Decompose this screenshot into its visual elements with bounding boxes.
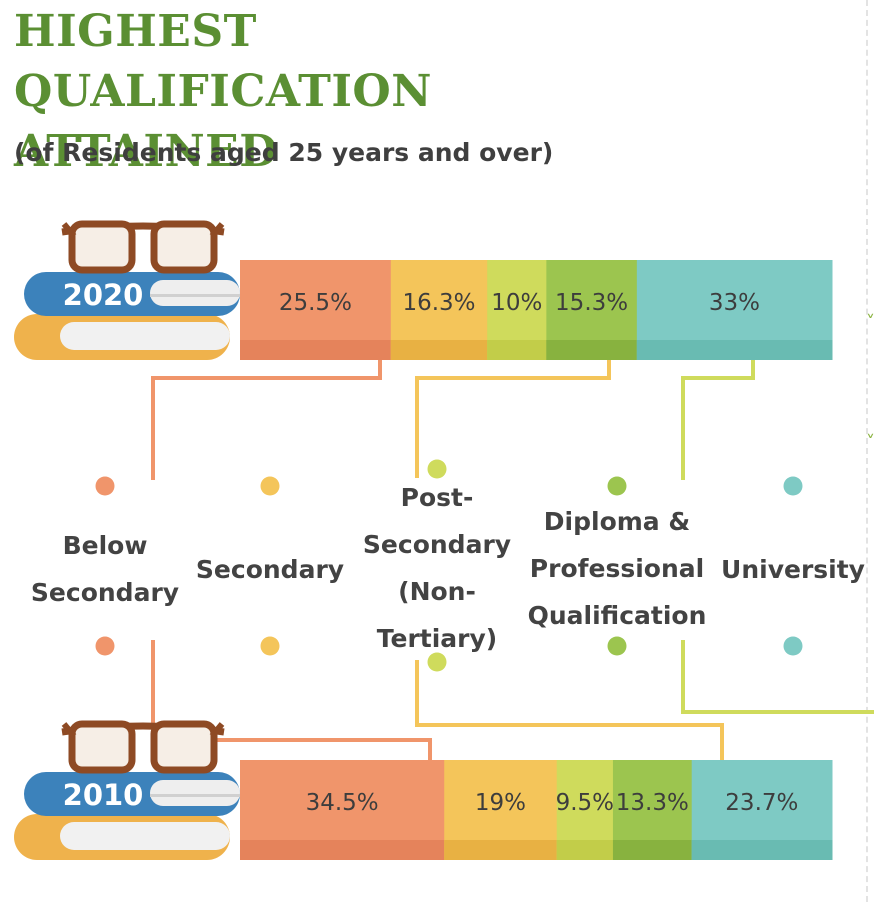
legend-dot: [783, 636, 803, 656]
bar-segment-shade: [691, 840, 833, 860]
glasses-arm: [61, 222, 77, 238]
legend-dot: [783, 476, 803, 496]
chart-title: HIGHEST QUALIFICATION ATTAINED: [14, 6, 432, 177]
year-label: 2010: [63, 778, 144, 812]
bar-segment-shade: [636, 340, 833, 360]
connector-line: [151, 360, 382, 480]
legend-dot: [427, 459, 447, 479]
edge-decoration: ˅: [866, 312, 874, 333]
data-label: 10%: [491, 290, 542, 316]
legend-label: Diploma & Professional Qualification: [527, 507, 707, 630]
bar-segment-shade: [240, 340, 392, 360]
legend-dot: [607, 476, 627, 496]
book-line: [150, 794, 240, 797]
glasses-lens: [150, 720, 218, 774]
bar-segment-shade: [240, 840, 445, 860]
year-label: 2020: [63, 278, 144, 312]
data-label: 15.3%: [555, 290, 628, 316]
legend-dot: [427, 652, 447, 672]
connector-line: [681, 360, 755, 480]
book-pages: [60, 322, 230, 350]
legend-dot: [260, 636, 280, 656]
bar-segment-shade: [390, 340, 488, 360]
glasses-lens: [150, 220, 218, 274]
data-label: 13.3%: [616, 790, 689, 816]
bar-segment-shade: [487, 340, 547, 360]
data-label: 33%: [709, 290, 760, 316]
connector-line: [681, 640, 874, 714]
legend-dot: [260, 476, 280, 496]
chart-subtitle: (of Residents aged 25 years and over): [14, 138, 554, 167]
connector-line: [415, 660, 724, 760]
bar-segment-shade: [444, 840, 558, 860]
glasses-lens: [68, 720, 136, 774]
glasses-arm: [209, 222, 225, 238]
data-label: 23.7%: [725, 790, 798, 816]
edge-decoration: ˅: [866, 432, 874, 453]
legend-dots: [95, 459, 803, 672]
data-label: 16.3%: [402, 290, 475, 316]
legend-dot: [95, 476, 115, 496]
bar-segment-shade: [546, 340, 638, 360]
column-divider: [866, 0, 868, 902]
books-icon-2010: 2010: [14, 720, 240, 860]
glasses-lens: [68, 220, 136, 274]
connector-line: [151, 640, 432, 760]
data-label: 25.5%: [279, 290, 352, 316]
bar-segment-shade: [556, 840, 614, 860]
legend-label: Secondary: [195, 555, 345, 584]
data-label: 34.5%: [306, 790, 379, 816]
glasses-arm: [61, 722, 77, 738]
book-pages: [60, 822, 230, 850]
glasses-arm: [209, 722, 225, 738]
books-icon-2020: 2020: [14, 220, 240, 360]
data-label: 9.5%: [556, 790, 614, 816]
book-pages: [150, 780, 240, 806]
legend-label: University: [721, 555, 865, 584]
book-line: [150, 294, 240, 297]
legend-label: Below Secondary: [30, 531, 180, 607]
connector-lines: [151, 360, 874, 760]
data-label: 19%: [475, 790, 526, 816]
bars: 25.5% 16.3% 10% 15.3% 33% 34.5% 19% 9.5% 13.3% 23…: [240, 260, 833, 860]
connector-line: [415, 360, 611, 478]
book-pages: [150, 280, 240, 306]
bar-segment-shade: [612, 840, 693, 860]
legend-dot: [95, 636, 115, 656]
legend-label: Post- Secondary (Non- Tertiary): [362, 483, 512, 653]
legend-dot: [607, 636, 627, 656]
